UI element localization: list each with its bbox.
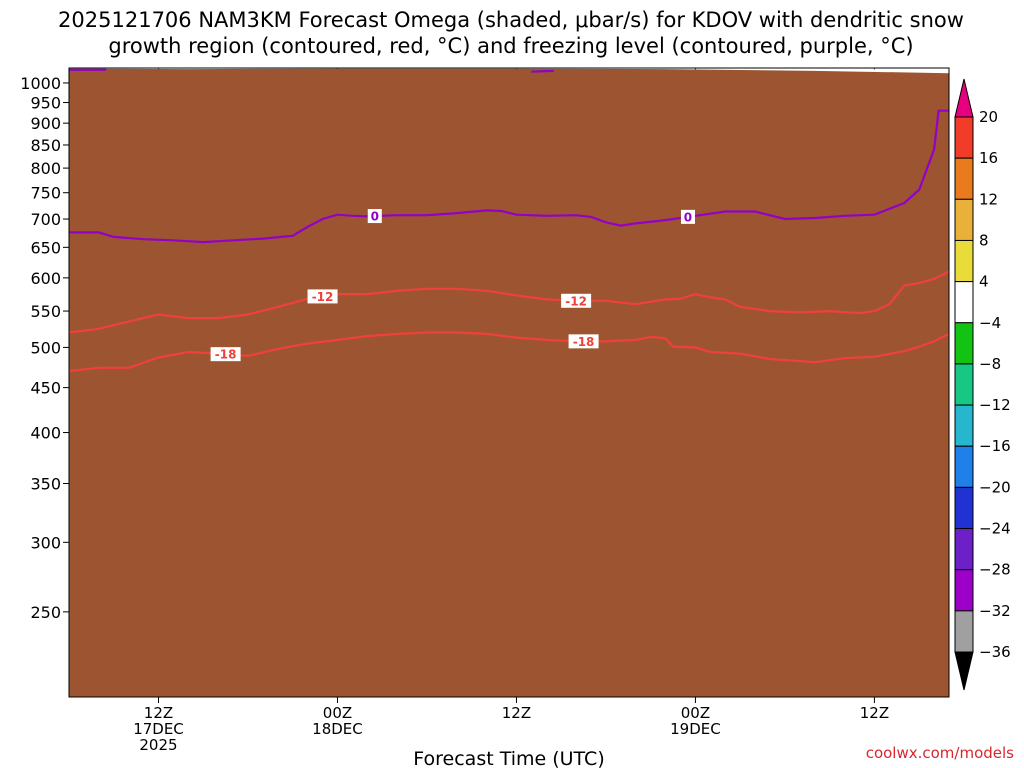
colorbar-swatch-3 — [954, 239, 974, 283]
colorbar-label: 4 — [979, 273, 989, 291]
colorbar-label: −36 — [979, 643, 1011, 661]
contour-label-bg — [210, 347, 241, 362]
colorbar-swatch-0 — [954, 116, 974, 159]
colorbar-label: −16 — [979, 437, 1011, 455]
colorbar-swatch-8 — [954, 445, 974, 488]
colorbar-swatch-6 — [954, 363, 974, 406]
contour-label-1-0: -12 — [312, 290, 334, 304]
x-tick-label: 12Z — [860, 704, 889, 722]
terrain-fill — [69, 68, 949, 697]
y-tick-label: 250 — [30, 603, 61, 622]
y-tick-label: 500 — [30, 338, 61, 357]
y-tick-label: 750 — [30, 184, 61, 203]
colorbar-label: −28 — [979, 561, 1011, 579]
pressure-axis: 250 300 350 400 450 500 550 600 650 700 750 800 850 9… — [20, 74, 69, 622]
plot-frame — [68, 67, 950, 698]
y-tick-label: 450 — [30, 379, 61, 398]
colorbar-swatch-11 — [954, 569, 974, 612]
colorbar-label: 16 — [979, 149, 998, 167]
colorbar-top-arrow — [954, 78, 974, 118]
x-tick-label: 19DEC — [670, 720, 721, 738]
chart-title-line2: growth region (contoured, red, °C) and f… — [108, 34, 913, 58]
x-tick-label: 2025 — [139, 736, 177, 754]
colorbar-label: 20 — [979, 108, 998, 126]
contour-layer: -18 -18 -12 -12 0 0 — [69, 68, 949, 373]
y-tick-label: 550 — [30, 302, 61, 321]
y-tick-label: 400 — [30, 424, 61, 443]
y-tick-label: 800 — [30, 159, 61, 178]
y-tick-label: 1000 — [20, 74, 61, 93]
colorbar-label: −12 — [979, 396, 1011, 414]
x-tick-label: 17DEC — [133, 720, 184, 738]
contour-label-bg — [307, 289, 338, 304]
contour-label-2-1: 0 — [684, 210, 692, 224]
colorbar-swatch-1 — [954, 157, 974, 200]
y-tick-label: 950 — [30, 94, 61, 113]
y-tick-label: 350 — [30, 474, 61, 493]
colorbar: 20 16 12 8 4 −4 −8 −12 −16 −20 −24 −28 −32 −36 — [954, 78, 1011, 691]
contour-label-1-1: -12 — [565, 294, 587, 308]
x-tick-label: 00Z — [681, 704, 710, 722]
x-axis-title: Forecast Time (UTC) — [413, 748, 604, 768]
contour-label-bg — [568, 334, 599, 349]
contour-label-bg — [367, 209, 382, 224]
colorbar-swatch-9 — [954, 486, 974, 530]
colorbar-label: 12 — [979, 190, 998, 208]
contour-label-2-0: 0 — [371, 210, 379, 224]
y-tick-label: 850 — [30, 136, 61, 155]
colorbar-swatch-2 — [954, 198, 974, 241]
terrain-layer — [69, 68, 949, 697]
colorbar-swatch-5 — [954, 322, 974, 365]
colorbar-swatch-10 — [954, 528, 974, 571]
y-tick-label: 900 — [30, 114, 61, 133]
contour-label-0-1: -18 — [573, 335, 595, 349]
contour-label-0-0: -18 — [215, 348, 237, 362]
colorbar-label: −32 — [979, 602, 1011, 620]
y-tick-label: 700 — [30, 210, 61, 229]
y-tick-label: 600 — [30, 269, 61, 288]
chart-title-line1: 2025121706 NAM3KM Forecast Omega (shaded… — [58, 8, 964, 32]
colorbar-label: −24 — [979, 520, 1011, 538]
y-tick-label: 300 — [30, 533, 61, 552]
colorbar-bottom-arrow — [954, 651, 974, 691]
x-tick-label: 12Z — [144, 704, 173, 722]
colorbar-label: −20 — [979, 478, 1011, 496]
contour-label-bg — [561, 293, 592, 308]
colorbar-label: −4 — [979, 314, 1001, 332]
contour-label-bg — [680, 209, 695, 224]
colorbar-label: 8 — [979, 231, 989, 249]
contour-line-2 — [69, 109, 949, 244]
colorbar-swatch-12 — [954, 610, 974, 653]
y-tick-label: 650 — [30, 238, 61, 257]
credit-text: coolwx.com/models — [866, 744, 1014, 762]
colorbar-swatch-4 — [954, 281, 974, 324]
colorbar-label: −8 — [979, 355, 1001, 373]
x-tick-label: 18DEC — [312, 720, 363, 738]
contour-line-4 — [531, 69, 554, 73]
x-tick-label: 12Z — [502, 704, 531, 722]
x-tick-label: 00Z — [323, 704, 352, 722]
colorbar-swatch-7 — [954, 404, 974, 447]
